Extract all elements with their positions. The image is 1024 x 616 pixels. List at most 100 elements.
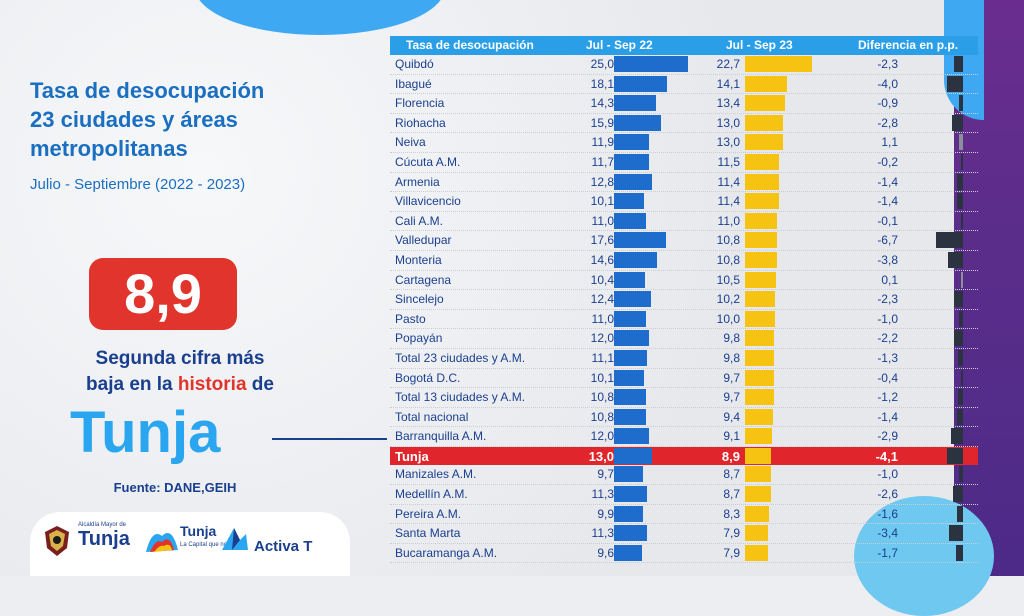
row-value-diff: -2,3 (868, 57, 898, 71)
row-city: Pasto (395, 312, 426, 326)
row-city: Bogotá D.C. (395, 371, 460, 385)
title-line-3: metropolitanas (30, 134, 370, 163)
bar-2023 (745, 56, 812, 72)
message-highlight: historia (178, 374, 247, 395)
bar-2023 (745, 95, 785, 111)
table-row: Riohacha 15,9 13,0 -2,8 (390, 114, 978, 134)
row-city: Manizales A.M. (395, 467, 476, 481)
table-row: Villavicencio 10,1 11,4 -1,4 (390, 192, 978, 212)
bar-difference (947, 76, 963, 92)
row-value-diff: -4,1 (868, 449, 898, 464)
highlight-value-badge: 8,9 (89, 258, 237, 330)
row-value-2022: 14,3 (576, 96, 614, 110)
row-value-2022: 15,9 (576, 116, 614, 130)
row-value-2023: 14,1 (702, 77, 740, 91)
alcaldia-big-text: Tunja (78, 528, 130, 550)
bar-2023 (745, 389, 774, 405)
bar-2022 (614, 252, 657, 268)
row-value-diff: -2,2 (868, 331, 898, 345)
source-note: Fuente: DANE,GEIH (30, 480, 320, 495)
row-value-2022: 18,1 (576, 77, 614, 91)
row-value-diff: -1,4 (868, 175, 898, 189)
row-city: Cartagena (395, 273, 451, 287)
row-value-diff: -2,6 (868, 487, 898, 501)
header-2023: Jul - Sep 23 (726, 38, 793, 52)
bar-difference (951, 428, 963, 444)
row-value-2022: 17,6 (576, 233, 614, 247)
table-row-highlight: Tunja 13,0 8,9 -4,1 (390, 447, 978, 466)
unemployment-table: Tasa de desocupación Jul - Sep 22 Jul - … (390, 36, 978, 563)
row-city: Villavicencio (395, 194, 461, 208)
bar-difference (958, 389, 963, 405)
table-row: Cali A.M. 11,0 11,0 -0,1 (390, 212, 978, 232)
row-city: Sincelejo (395, 292, 444, 306)
row-value-diff: -1,0 (868, 312, 898, 326)
table-row: Barranquilla A.M. 12,0 9,1 -2,9 (390, 427, 978, 447)
bar-2022 (614, 330, 649, 346)
row-value-diff: -4,0 (868, 77, 898, 91)
row-value-2022: 11,3 (576, 526, 614, 540)
row-value-2022: 10,8 (576, 390, 614, 404)
table-row: Total 23 ciudades y A.M. 11,1 9,8 -1,3 (390, 349, 978, 369)
message-line-1: Segunda cifra más (30, 346, 330, 372)
bar-2022 (614, 506, 643, 522)
bar-2023 (745, 370, 774, 386)
row-value-diff: -1,0 (868, 467, 898, 481)
row-value-2022: 9,6 (576, 546, 614, 560)
row-value-2022: 9,7 (576, 467, 614, 481)
table-row: Pasto 11,0 10,0 -1,0 (390, 310, 978, 330)
bar-2023 (745, 545, 768, 561)
row-value-diff: -0,2 (868, 155, 898, 169)
bar-2023 (745, 506, 769, 522)
bar-difference (959, 95, 963, 111)
bar-2022 (614, 545, 642, 561)
row-value-2023: 9,1 (702, 429, 740, 443)
bar-2023 (745, 525, 768, 541)
highlight-message: Segunda cifra más baja en la historia de (30, 346, 330, 398)
row-value-diff: -3,8 (868, 253, 898, 267)
message-line-2: baja en la historia de (30, 372, 330, 398)
bar-2023 (745, 350, 774, 366)
row-city: Florencia (395, 96, 444, 110)
row-value-2022: 9,9 (576, 507, 614, 521)
bar-difference (961, 370, 963, 386)
bar-2023 (745, 486, 771, 502)
row-value-2023: 7,9 (702, 546, 740, 560)
bar-2022 (614, 291, 651, 307)
row-value-2023: 13,4 (702, 96, 740, 110)
bar-2022 (614, 154, 649, 170)
row-city: Popayán (395, 331, 442, 345)
row-value-2022: 10,4 (576, 273, 614, 287)
activa-logo-icon (220, 524, 250, 554)
row-value-diff: 0,1 (868, 273, 898, 287)
row-city: Bucaramanga A.M. (395, 546, 497, 560)
bar-2022 (614, 193, 644, 209)
table-row: Medellín A.M. 11,3 8,7 -2,6 (390, 485, 978, 505)
table-row: Cartagena 10,4 10,5 0,1 (390, 271, 978, 291)
bar-2022 (614, 486, 647, 502)
bar-2022 (614, 115, 661, 131)
bar-2023 (745, 311, 775, 327)
row-value-2022: 10,8 (576, 410, 614, 424)
row-value-2023: 11,4 (702, 194, 740, 208)
activa-logo-text: Activa T (254, 538, 312, 555)
bar-difference (958, 350, 963, 366)
row-value-2022: 10,1 (576, 371, 614, 385)
row-value-2022: 11,0 (576, 214, 614, 228)
bar-2023 (745, 115, 783, 131)
table-row: Manizales A.M. 9,7 8,7 -1,0 (390, 465, 978, 485)
row-city: Quibdó (395, 57, 434, 71)
header-city: Tasa de desocupación (406, 38, 534, 52)
row-city: Riohacha (395, 116, 446, 130)
row-value-2022: 11,0 (576, 312, 614, 326)
bar-2023 (745, 76, 787, 92)
chart-subtitle: Julio - Septiembre (2022 - 2023) (30, 176, 245, 193)
row-value-2023: 13,0 (702, 135, 740, 149)
row-value-diff: -2,8 (868, 116, 898, 130)
bar-2022 (614, 409, 646, 425)
city-name: Tunja (70, 398, 220, 468)
coat-of-arms-icon (40, 524, 74, 558)
bar-2023 (745, 291, 775, 307)
capital-logo-icon (142, 522, 182, 560)
bar-difference (948, 252, 963, 268)
